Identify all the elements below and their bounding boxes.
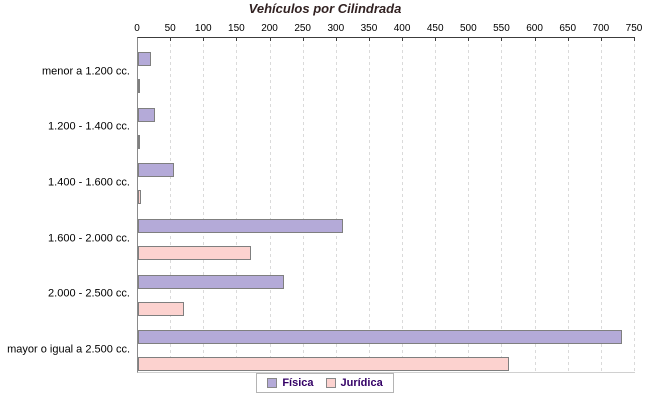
plot-area <box>137 37 635 373</box>
x-tick-label: 750 <box>625 23 643 34</box>
legend-wrap: Física Jurídica <box>0 373 650 393</box>
x-tick-label: 100 <box>194 23 212 34</box>
x-tick-label: 350 <box>360 23 378 34</box>
x-tick-label: 600 <box>526 23 543 34</box>
x-tick-mark <box>368 38 370 41</box>
x-tick-label: 250 <box>294 23 311 34</box>
bar-fisica <box>138 219 344 233</box>
gridline <box>335 38 337 372</box>
bar-fisica <box>138 330 622 345</box>
x-tick-label: 0 <box>134 23 140 34</box>
x-tick-label: 150 <box>228 23 245 34</box>
x-tick-label: 550 <box>493 23 510 34</box>
gridline <box>203 38 205 372</box>
legend-item-fisica: Física <box>267 377 314 389</box>
gridline <box>501 38 503 372</box>
x-tick-label: 400 <box>393 23 411 34</box>
x-tick-mark <box>468 38 470 41</box>
legend-label: Física <box>282 377 314 389</box>
legend-swatch-juridica <box>325 378 336 388</box>
gridline <box>468 38 470 372</box>
bar-fisica <box>138 107 155 122</box>
gridline <box>402 38 404 372</box>
x-tick-mark <box>634 38 635 41</box>
x-tick-mark <box>501 38 503 41</box>
bar-fisica <box>138 52 152 66</box>
bar-juridica <box>138 134 140 149</box>
gridline <box>634 38 635 372</box>
x-axis: 0 50 100 150 200 250 300 350 400 450 500 550 600 650 7… <box>134 20 642 36</box>
category-label: menor a 1.200 cc. <box>41 65 130 77</box>
x-tick-label: 200 <box>261 23 278 34</box>
legend: Física Jurídica <box>256 373 394 393</box>
legend-label: Jurídica <box>340 377 383 389</box>
x-tick-mark <box>534 38 536 41</box>
gridline <box>600 38 602 372</box>
bar-juridica <box>138 246 251 260</box>
gridline <box>269 38 271 372</box>
x-tick-mark <box>236 38 238 41</box>
x-tick-mark <box>302 38 304 41</box>
gridline <box>368 38 370 372</box>
category-label: mayor o igual a 2.500 cc. <box>7 343 130 356</box>
bar-juridica <box>138 301 185 316</box>
x-tick-mark <box>567 38 569 41</box>
category-label: 1.400 - 1.600 cc. <box>48 176 130 189</box>
x-tick-label: 700 <box>592 23 610 34</box>
bar-juridica <box>138 357 510 372</box>
legend-swatch-fisica <box>267 378 278 388</box>
gridline <box>236 38 238 372</box>
x-tick-label: 500 <box>459 23 477 34</box>
x-tick-label: 50 <box>164 23 176 34</box>
bar-fisica <box>138 163 175 178</box>
category-label: 2.000 - 2.500 cc. <box>48 287 130 300</box>
category-label: 1.200 - 1.400 cc. <box>48 120 130 133</box>
x-tick-mark <box>600 38 602 41</box>
chart-title: Vehículos por Cilindrada <box>248 1 402 16</box>
gridline <box>435 38 437 372</box>
bar-juridica <box>138 190 142 205</box>
gridline <box>302 38 304 372</box>
x-tick-mark <box>402 38 404 41</box>
x-tick-mark <box>435 38 437 41</box>
x-tick-label: 300 <box>327 23 345 34</box>
bar-fisica <box>138 274 284 289</box>
x-tick-mark <box>269 38 271 41</box>
category-label: 1.600 - 2.000 cc. <box>48 232 130 244</box>
x-tick-mark <box>170 38 172 41</box>
bar-juridica <box>138 79 140 93</box>
x-tick-label: 650 <box>559 23 577 34</box>
x-tick-mark <box>203 38 205 41</box>
gridline <box>534 38 536 372</box>
legend-item-juridica: Jurídica <box>325 377 383 389</box>
gridline <box>567 38 569 372</box>
x-tick-mark <box>335 38 337 41</box>
gridline <box>170 38 172 372</box>
x-tick-label: 450 <box>426 23 444 34</box>
